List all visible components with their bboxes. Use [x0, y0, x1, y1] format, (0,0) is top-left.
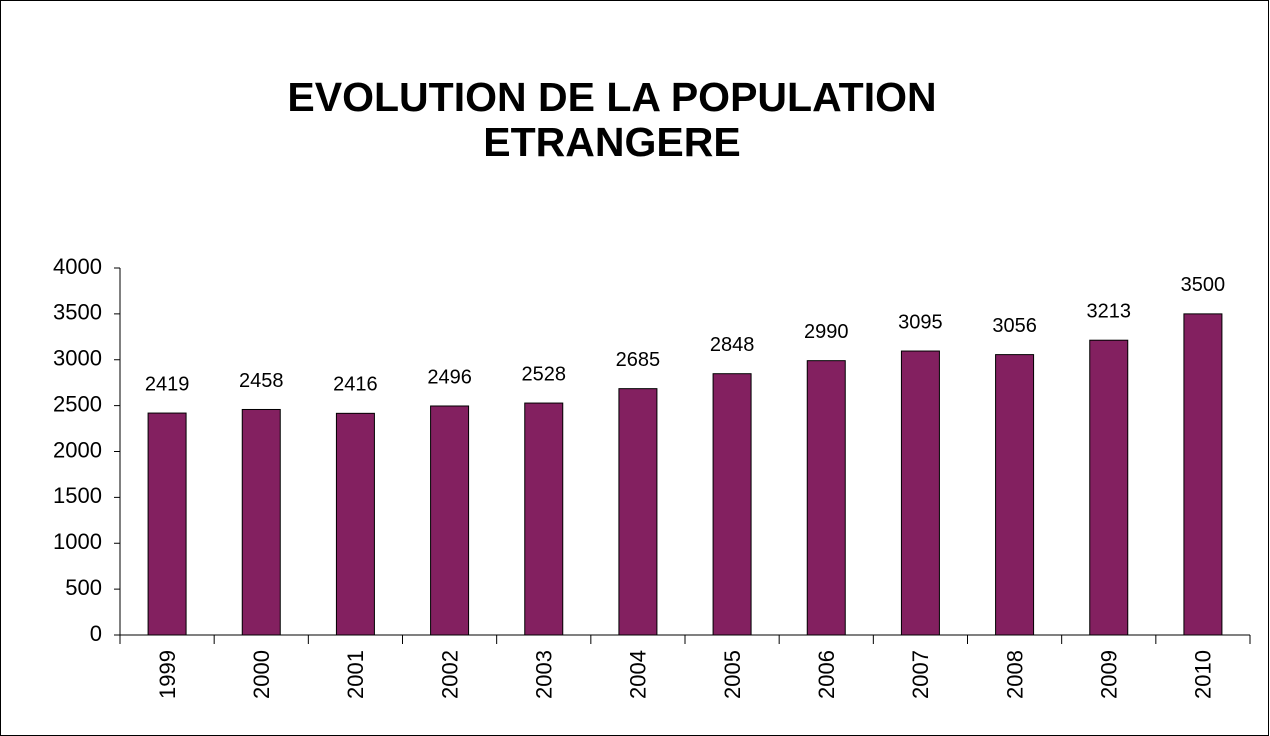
- x-tick-label: 2007: [908, 650, 933, 699]
- y-tick-label: 4000: [53, 254, 102, 279]
- y-tick-label: 500: [65, 575, 102, 600]
- bar: [618, 388, 658, 636]
- x-tick-label: 2006: [814, 650, 839, 699]
- y-tick-label: 3000: [53, 346, 102, 371]
- bar: [524, 402, 564, 636]
- bar: [900, 350, 940, 636]
- x-tick-label: 2000: [249, 650, 274, 699]
- bar: [335, 412, 375, 636]
- x-tick-label: 2003: [532, 650, 557, 699]
- data-label: 2458: [239, 370, 284, 392]
- bar: [430, 405, 470, 636]
- data-label: 2496: [427, 366, 472, 388]
- x-tick-label: 2008: [1002, 650, 1027, 699]
- data-label: 3056: [992, 315, 1037, 337]
- y-tick-label: 1000: [53, 529, 102, 554]
- data-label: 2528: [522, 363, 567, 385]
- y-tick-label: 2500: [53, 391, 102, 416]
- bar: [806, 360, 846, 636]
- bar: [995, 354, 1035, 636]
- data-label: 2990: [804, 321, 849, 343]
- chart-title: ETRANGERE: [483, 119, 740, 165]
- bar: [147, 412, 187, 636]
- data-label: 2848: [710, 334, 755, 356]
- data-label: 3095: [898, 311, 943, 333]
- bar: [1089, 339, 1129, 636]
- y-tick-label: 0: [90, 621, 102, 646]
- x-tick-label: 1999: [155, 650, 180, 699]
- bar: [1183, 313, 1223, 636]
- chart-title: EVOLUTION DE LA POPULATION: [287, 74, 936, 120]
- data-label: 2419: [145, 373, 190, 395]
- x-tick-label: 2001: [343, 650, 368, 699]
- data-label: 3213: [1087, 300, 1132, 322]
- x-tick-label: 2005: [720, 650, 745, 699]
- y-tick-label: 3500: [53, 300, 102, 325]
- x-tick-label: 2002: [437, 650, 462, 699]
- bar: [712, 373, 752, 636]
- x-tick-label: 2010: [1191, 650, 1216, 699]
- data-label: 2416: [333, 374, 378, 396]
- y-tick-label: 2000: [53, 437, 102, 462]
- bar: [241, 408, 281, 636]
- x-tick-label: 2004: [626, 650, 651, 699]
- y-tick-label: 1500: [53, 483, 102, 508]
- data-label: 2685: [616, 349, 661, 371]
- data-label: 3500: [1181, 274, 1226, 296]
- x-tick-label: 2009: [1097, 650, 1122, 699]
